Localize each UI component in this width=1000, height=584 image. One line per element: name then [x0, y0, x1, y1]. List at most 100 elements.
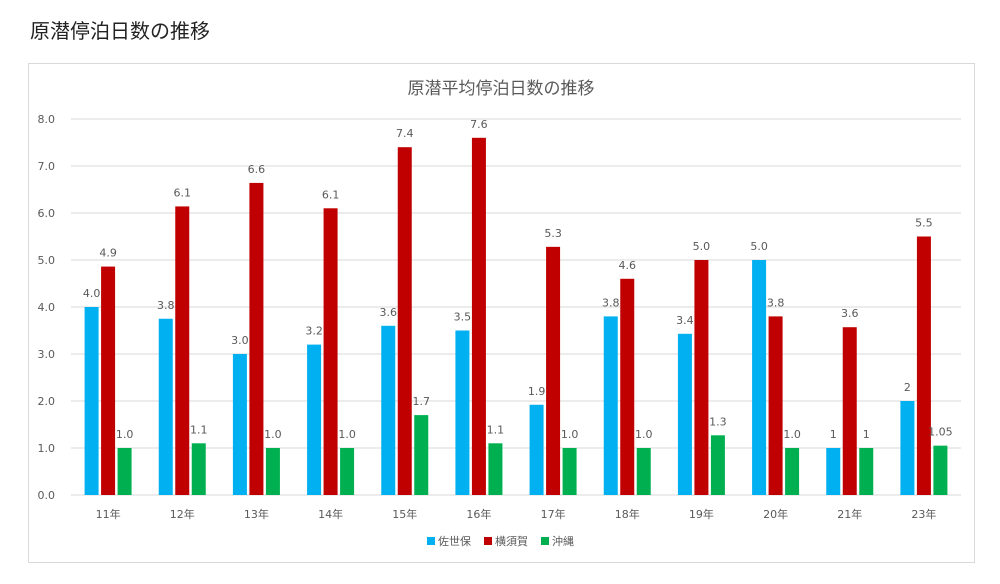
bar	[546, 246, 561, 495]
data-label: 6.1	[322, 188, 340, 201]
data-label: 1.7	[413, 395, 431, 408]
bar	[933, 445, 948, 495]
x-tick-label: 18年	[615, 507, 640, 521]
bar	[636, 448, 651, 495]
bar	[694, 260, 709, 495]
x-tick-label: 13年	[244, 507, 269, 521]
y-tick-label: 0.0	[38, 489, 56, 502]
bar	[117, 448, 132, 495]
data-label: 3.2	[305, 325, 323, 338]
bar	[84, 307, 99, 495]
x-tick-label: 20年	[763, 507, 788, 521]
data-label: 2	[904, 381, 911, 394]
data-label: 1	[830, 428, 837, 441]
bar	[158, 318, 173, 495]
data-label: 5.0	[750, 240, 768, 253]
legend-swatch	[541, 537, 549, 545]
data-label: 4.0	[83, 287, 101, 300]
x-tick-label: 14年	[318, 507, 343, 521]
data-label: 1.3	[709, 415, 727, 428]
legend-entry: 横須賀	[495, 534, 528, 548]
bar	[752, 260, 767, 495]
bar	[603, 316, 618, 495]
data-label: 7.6	[470, 118, 488, 131]
bar-chart: 原潜平均停泊日数の推移 0.0 1.0 2.0 3.0 4.0 5.0 6.0 7.0 8.0 4.…	[38, 79, 961, 548]
x-tick-label: 19年	[689, 507, 714, 521]
data-label: 1.0	[116, 428, 134, 441]
bar	[323, 208, 338, 496]
bar	[101, 266, 116, 495]
bar	[175, 206, 190, 496]
x-tick-label: 12年	[170, 507, 195, 521]
y-tick-label: 1.0	[38, 442, 56, 455]
bar	[414, 415, 429, 495]
data-label: 1.0	[635, 428, 653, 441]
data-label: 1.9	[528, 385, 546, 398]
data-label: 3.8	[602, 296, 620, 309]
x-tick-label: 16年	[466, 507, 491, 521]
data-label: 1.05	[928, 426, 953, 439]
page-heading: 原潜停泊日数の推移	[30, 19, 210, 43]
bar	[307, 344, 322, 495]
y-tick-label: 2.0	[38, 395, 56, 408]
x-tick-label: 23年	[911, 507, 936, 521]
legend-swatch	[484, 537, 492, 545]
bar	[340, 448, 355, 495]
data-label: 4.6	[619, 259, 637, 272]
bar	[397, 147, 412, 495]
data-label: 3.8	[767, 296, 785, 309]
bar	[249, 182, 264, 496]
y-tick-label: 8.0	[38, 113, 56, 126]
data-label: 3.6	[841, 307, 859, 320]
data-label: 1.0	[264, 428, 282, 441]
data-label: 3.4	[676, 314, 694, 327]
bar	[900, 401, 915, 495]
y-tick-label: 7.0	[38, 160, 56, 173]
y-tick-label: 5.0	[38, 254, 56, 267]
legend-entry: 佐世保	[438, 534, 471, 548]
data-label: 3.8	[157, 299, 175, 312]
bar	[455, 330, 470, 495]
bar	[488, 443, 503, 495]
data-label: 4.9	[99, 247, 117, 260]
bar	[471, 137, 486, 496]
data-label: 6.6	[248, 163, 266, 176]
bar	[191, 443, 206, 495]
data-label: 5.0	[693, 240, 711, 253]
legend-entry: 沖縄	[552, 534, 574, 548]
data-label: 7.4	[396, 127, 414, 140]
data-label: 3.0	[231, 334, 249, 347]
data-label: 5.3	[544, 227, 562, 240]
data-label: 1.1	[190, 423, 208, 436]
x-tick-label: 15年	[392, 507, 417, 521]
data-label: 1.1	[487, 423, 505, 436]
x-tick-label: 17年	[541, 507, 566, 521]
bar	[842, 327, 857, 495]
data-label: 3.5	[454, 311, 472, 324]
y-tick-label: 3.0	[38, 348, 56, 361]
bar	[768, 316, 783, 495]
chart-panel: 原潜平均停泊日数の推移 0.0 1.0 2.0 3.0 4.0 5.0 6.0 7.0 8.0 4.…	[28, 63, 975, 563]
bar	[826, 448, 841, 495]
data-label: 5.5	[915, 217, 933, 230]
data-label: 3.6	[380, 306, 398, 319]
data-label: 1.0	[338, 428, 356, 441]
x-tick-label: 21年	[837, 507, 862, 521]
chart-title: 原潜平均停泊日数の推移	[408, 79, 595, 99]
bar	[785, 448, 800, 495]
bar	[710, 435, 725, 495]
data-label: 1.0	[783, 428, 801, 441]
data-label: 6.1	[174, 186, 192, 199]
y-tick-label: 6.0	[38, 207, 56, 220]
bar	[381, 325, 396, 495]
bar	[562, 448, 577, 495]
data-label: 1	[863, 428, 870, 441]
bar	[620, 278, 635, 495]
bar	[916, 236, 931, 495]
bar	[859, 448, 874, 495]
bar	[232, 354, 247, 495]
x-tick-label: 11年	[96, 507, 121, 521]
bar	[677, 333, 692, 495]
legend-swatch	[427, 537, 435, 545]
bar	[265, 448, 280, 495]
